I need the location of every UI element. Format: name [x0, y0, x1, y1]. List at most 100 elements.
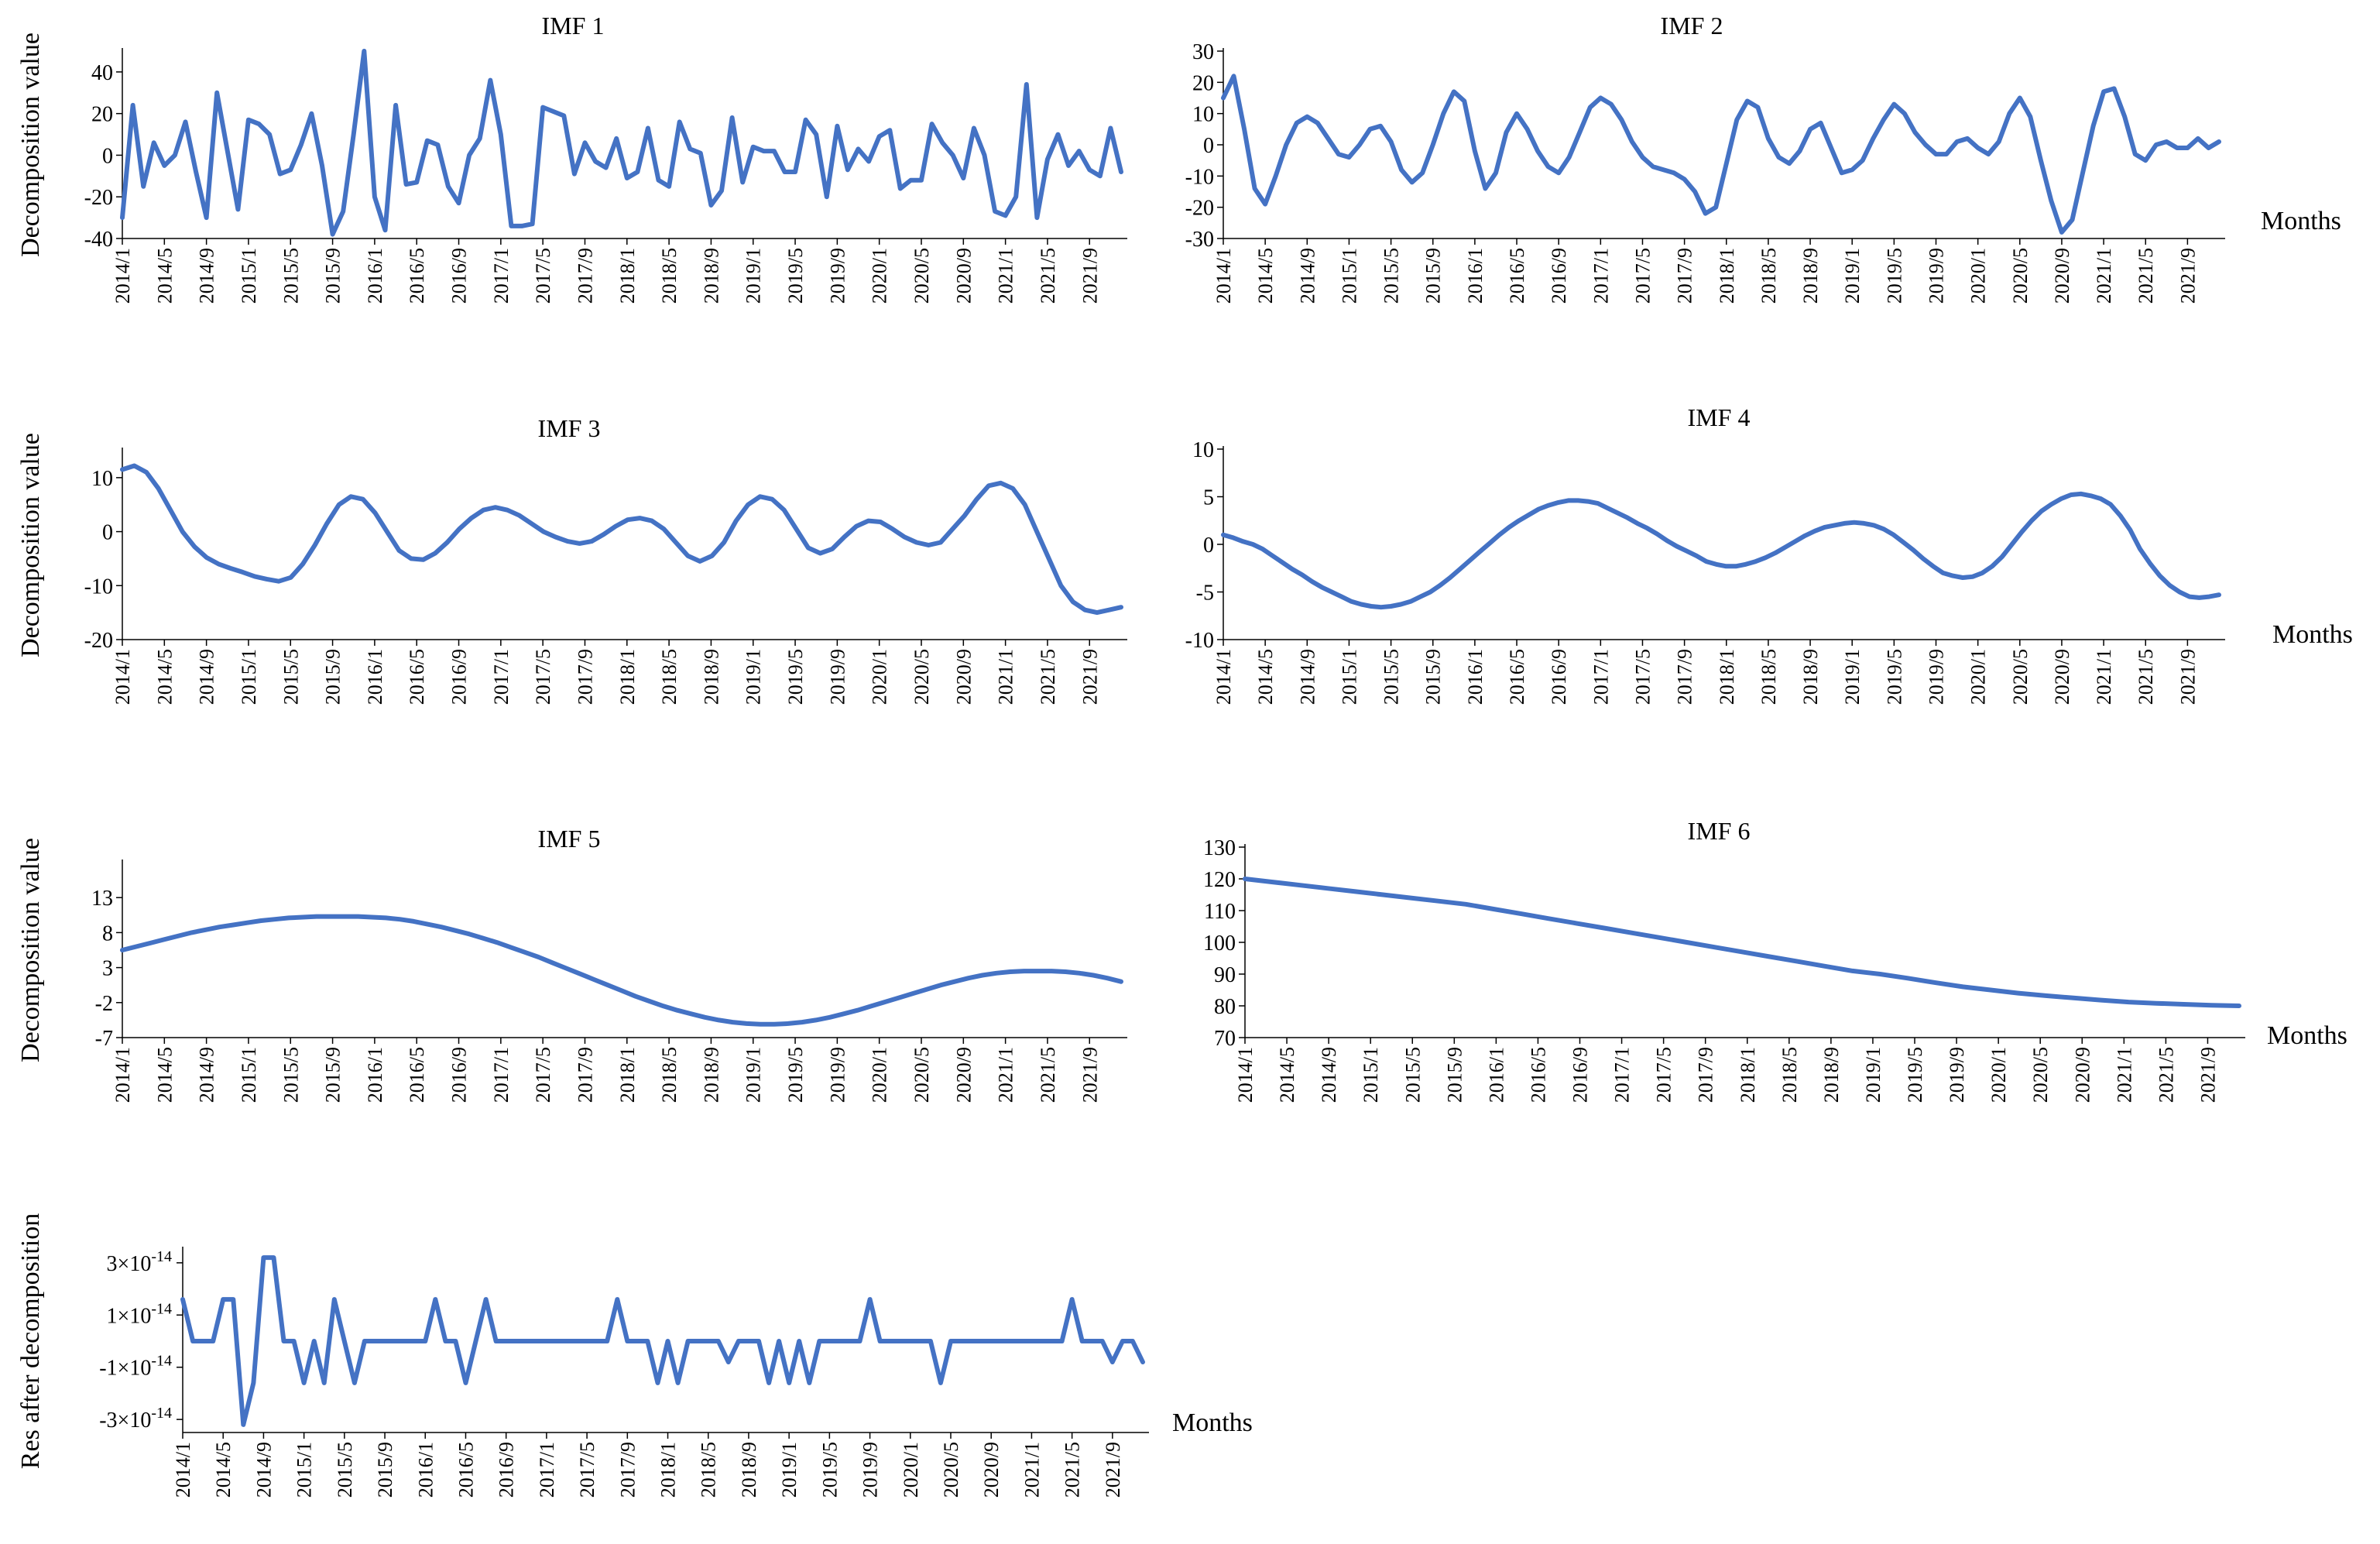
x-tick-label: 2019/5	[1883, 649, 1905, 705]
x-tick-label: 2017/5	[1631, 248, 1654, 304]
series-line-imf4	[1221, 491, 2221, 610]
x-tick-label: 2014/1	[1212, 649, 1235, 705]
x-tick-label: 2020/5	[911, 248, 933, 304]
y-tick-label: 120	[1203, 868, 1236, 892]
x-tick-label: 2017/9	[574, 248, 596, 304]
x-tick-label: 2015/1	[1338, 649, 1360, 705]
x-tick-label: 2014/5	[212, 1442, 235, 1498]
y-tick-label: 40	[91, 61, 113, 85]
x-tick-label: 2014/5	[1254, 248, 1277, 304]
x-tick-label: 2020/9	[980, 1442, 1003, 1498]
x-tick-label: 2015/1	[293, 1442, 316, 1498]
y-tick-label: 10	[1192, 103, 1214, 127]
y-tick-label: 1×10-14	[107, 1300, 172, 1328]
chart-imf5: IMF 5 Decomposition value -7 -2 3 8 13 2014/1 20…	[16, 825, 1127, 1103]
x-tick-label: 2020/9	[2051, 248, 2073, 304]
x-tick-label: 2021/9	[1079, 248, 1101, 304]
x-tick-label: 2014/9	[196, 1047, 218, 1103]
x-tick-label: 2017/5	[532, 248, 554, 304]
x-tick-label: 2014/9	[252, 1442, 275, 1498]
x-tick-label: 2020/5	[911, 649, 933, 705]
chart-title: IMF 4	[1688, 403, 1751, 431]
x-tick-label: 2017/5	[1631, 649, 1654, 705]
y-tick-label: 70	[1214, 1027, 1236, 1051]
x-tick-label: 2015/5	[279, 649, 302, 705]
x-tick-label: 2016/5	[1506, 248, 1528, 304]
x-tick-label: 2020/1	[869, 649, 891, 705]
y-tick-label: 0	[102, 144, 113, 168]
x-tick-label: 2015/1	[1360, 1047, 1382, 1103]
chart-title: IMF 2	[1661, 12, 1723, 39]
x-tick-label: 2020/9	[952, 649, 975, 705]
x-tick-label: 2021/1	[995, 649, 1017, 705]
x-tick-label: 2020/9	[2071, 1047, 2094, 1103]
y-tick-label: -3×10-14	[99, 1405, 172, 1432]
y-tick-label: -20	[1185, 197, 1214, 221]
x-tick-label: 2016/9	[496, 1442, 518, 1498]
x-tick-label: 2016/5	[454, 1442, 477, 1498]
x-tick-label: 2015/9	[1422, 649, 1445, 705]
x-tick-label: 2018/9	[738, 1442, 760, 1498]
x-tick-label: 2017/1	[490, 1047, 513, 1103]
y-tick-label: 0	[102, 521, 113, 545]
x-tick-label: 2021/9	[2176, 649, 2199, 705]
y-axis-label: Decomposition value	[16, 838, 45, 1062]
x-tick-label: 2018/9	[700, 248, 722, 304]
y-tick-label: -7	[95, 1027, 113, 1051]
y-tick-label: 13	[91, 887, 113, 911]
x-tick-label: 2019/1	[742, 649, 765, 705]
x-tick-label: 2016/5	[1527, 1047, 1549, 1103]
x-tick-label: 2017/1	[490, 248, 513, 304]
x-tick-label: 2014/5	[153, 1047, 176, 1103]
x-tick-label: 2018/1	[1737, 1047, 1759, 1103]
x-tick-label: 2021/1	[2093, 248, 2115, 304]
x-tick-label: 2016/9	[1548, 248, 1570, 304]
x-tick-label: 2014/5	[1276, 1047, 1298, 1103]
x-tick-label: 2017/9	[1695, 1047, 1717, 1103]
x-tick-label: 2018/5	[1758, 248, 1780, 304]
x-tick-label: 2020/9	[952, 1047, 975, 1103]
x-tick-label: 2015/9	[1443, 1047, 1466, 1103]
x-tick-label: 2015/9	[322, 1047, 345, 1103]
x-tick-label: 2019/1	[742, 1047, 765, 1103]
x-tick-label: 2016/1	[364, 649, 386, 705]
x-tick-label: 2017/9	[616, 1442, 639, 1498]
x-tick-label: 2015/9	[374, 1442, 396, 1498]
chart-imf6: IMF 6 70 80 90 100 110 120 130 2014/1 2014/5 2014/…	[1203, 817, 2347, 1103]
chart-res: Res after decomposition -3×10-14 -1×10-14 1…	[16, 1213, 1253, 1498]
y-tick-label: 90	[1214, 963, 1236, 987]
x-tick-label: 2016/9	[1548, 649, 1570, 705]
x-tick-label: 2017/1	[490, 649, 513, 705]
x-tick-label: 2021/1	[995, 1047, 1017, 1103]
x-tick-label: 2019/9	[826, 1047, 849, 1103]
x-tick-label: 2020/5	[911, 1047, 933, 1103]
x-tick-label: 2021/5	[2135, 649, 2157, 705]
x-tick-label: 2021/5	[1061, 1442, 1084, 1498]
x-tick-label: 2015/5	[334, 1442, 356, 1498]
x-axis-label: Months	[2272, 620, 2353, 649]
x-tick-label: 2018/1	[616, 649, 639, 705]
series-line-res	[180, 1255, 1145, 1427]
series-line-imf1	[120, 49, 1123, 237]
x-tick-label: 2016/1	[414, 1442, 437, 1498]
x-tick-label: 2016/1	[1485, 1047, 1507, 1103]
y-axis-label: Res after decomposition	[16, 1213, 45, 1469]
x-tick-label: 2019/1	[1841, 649, 1864, 705]
y-tick-label: -40	[84, 228, 113, 252]
x-tick-label: 2018/5	[658, 1047, 681, 1103]
chart-imf4: IMF 4 -10 -5 0 5 10 2014/1 2014/5 2014/9 2015/1 20…	[1185, 403, 2353, 705]
x-tick-label: 2021/9	[2197, 1047, 2219, 1103]
x-tick-label: 2015/9	[322, 649, 345, 705]
x-tick-label: 2019/9	[1926, 649, 1948, 705]
series-line-imf5	[120, 914, 1123, 1027]
x-tick-label: 2015/1	[238, 248, 260, 304]
x-tick-label: 2019/1	[742, 248, 765, 304]
x-tick-label: 2018/9	[700, 649, 722, 705]
x-tick-label: 2014/9	[196, 248, 218, 304]
x-tick-label: 2016/1	[364, 248, 386, 304]
chart-title: IMF 5	[538, 825, 601, 853]
x-tick-label: 2021/9	[2176, 248, 2199, 304]
x-tick-label: 2018/9	[1799, 649, 1822, 705]
x-tick-label: 2014/5	[153, 248, 176, 304]
x-tick-label: 2020/5	[2009, 649, 2032, 705]
